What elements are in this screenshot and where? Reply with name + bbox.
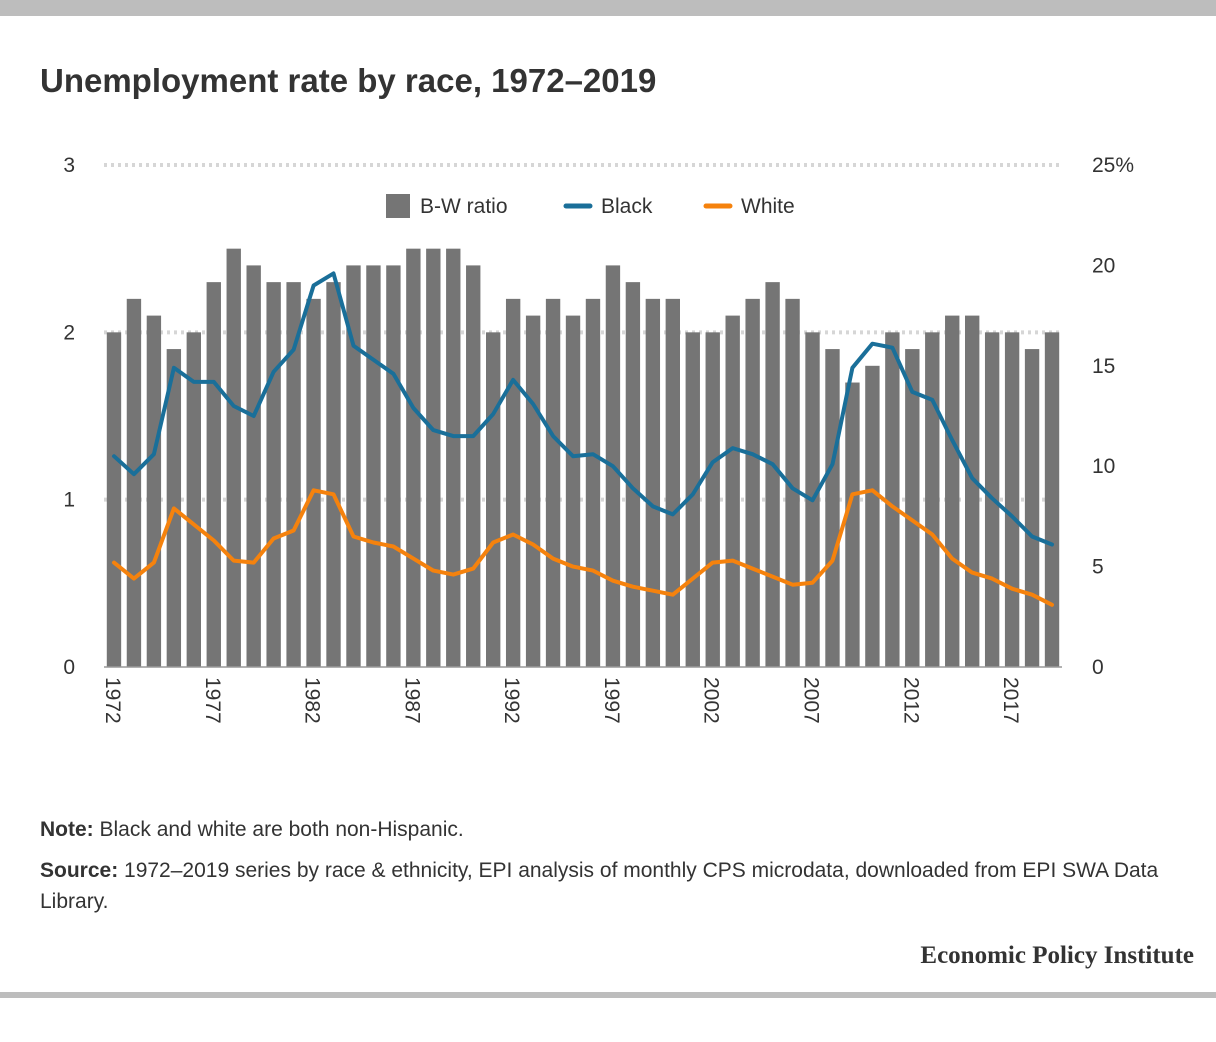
- series-line-black: [112, 271, 1054, 547]
- bar: [426, 248, 441, 667]
- bar: [226, 248, 241, 667]
- x-axis-tick-label: 2007: [800, 677, 823, 724]
- source-label: Source:: [40, 859, 119, 882]
- brand-logo: Economic Policy Institute: [920, 942, 1194, 969]
- bar: [505, 298, 521, 667]
- bar: [1044, 332, 1060, 667]
- bar: [965, 315, 980, 667]
- note-text: Black and white are both non-Hispanic.: [93, 818, 464, 841]
- left-axis-tick-label: 3: [63, 154, 75, 177]
- x-axis-tick-label: 2012: [899, 677, 922, 724]
- left-axis-tick-label: 1: [63, 489, 75, 512]
- bar: [1004, 332, 1020, 667]
- bar: [406, 248, 421, 667]
- bar: [845, 382, 860, 667]
- bar: [366, 265, 381, 667]
- bar: [825, 349, 840, 667]
- note-line: Note: Black and white are both non-Hispa…: [40, 814, 1170, 845]
- bar: [446, 248, 461, 667]
- source-text: 1972–2019 series by race & ethnicity, EP…: [40, 859, 1159, 913]
- gridlines: [104, 163, 1062, 502]
- bars: [106, 248, 1060, 667]
- bar: [545, 298, 561, 667]
- x-axis-tick-label: 1982: [301, 677, 324, 724]
- bar: [645, 298, 661, 667]
- bottom-rule: [0, 992, 1216, 998]
- note-label: Note:: [40, 818, 94, 841]
- x-axis-tick-label: 2017: [999, 677, 1022, 724]
- x-axis-tick-label: 1972: [101, 677, 124, 724]
- bar: [186, 332, 201, 667]
- legend-swatch-bar: [386, 194, 410, 218]
- bar: [126, 298, 142, 667]
- bar: [565, 315, 581, 667]
- bar: [725, 315, 740, 667]
- bar: [745, 298, 760, 667]
- bar: [885, 332, 900, 667]
- source-line: Source: 1972–2019 series by race & ethni…: [40, 855, 1170, 917]
- right-axis-tick-label: 25%: [1092, 154, 1134, 177]
- bar: [705, 332, 720, 667]
- bar: [865, 365, 880, 667]
- lines: [112, 271, 1054, 607]
- bar: [346, 265, 361, 667]
- right-axis-tick-label: 15: [1092, 355, 1115, 378]
- right-axis-tick-label: 5: [1092, 556, 1104, 579]
- legend-label: B-W ratio: [420, 195, 508, 218]
- bar: [386, 265, 401, 667]
- bar: [625, 282, 641, 667]
- legend-label: White: [741, 195, 795, 218]
- bar: [585, 298, 601, 667]
- bar: [765, 282, 780, 667]
- right-axis-tick-label: 0: [1092, 656, 1104, 679]
- chart-title: Unemployment rate by race, 1972–2019: [40, 62, 657, 99]
- bar: [106, 332, 122, 667]
- bar: [246, 265, 261, 667]
- bar: [1024, 349, 1040, 667]
- x-axis-tick-label: 1992: [500, 677, 523, 724]
- x-axis-tick-label: 2002: [700, 677, 723, 724]
- bar: [945, 315, 960, 667]
- bar: [266, 282, 281, 667]
- left-axis-tick-label: 0: [63, 656, 75, 679]
- bar: [146, 315, 162, 667]
- bar: [286, 282, 301, 667]
- bar: [665, 298, 680, 667]
- bar: [925, 332, 940, 667]
- bar: [905, 349, 920, 667]
- legend-label: Black: [601, 195, 653, 218]
- legend: B-W ratio Black White: [386, 194, 795, 218]
- left-axis-tick-label: 2: [63, 321, 75, 344]
- bar: [486, 332, 501, 667]
- bar: [326, 282, 341, 667]
- x-axis-tick-label: 1977: [201, 677, 224, 724]
- bar: [785, 298, 800, 667]
- bar: [466, 265, 481, 667]
- right-axis-tick-label: 10: [1092, 455, 1115, 478]
- right-axis-tick-label: 20: [1092, 254, 1115, 277]
- axes: 0 1 2 3 0 5 10 15 20 25% 1972 1977 1982 1987 1992 1997 2…: [63, 154, 1134, 724]
- series-line-white: [112, 488, 1054, 607]
- notes: Note: Black and white are both non-Hispa…: [40, 814, 1170, 927]
- bar: [306, 298, 321, 667]
- bar: [206, 282, 221, 667]
- bar: [525, 315, 541, 667]
- top-rule: [0, 0, 1216, 16]
- x-axis-tick-label: 1997: [600, 677, 623, 724]
- x-axis-tick-label: 1987: [400, 677, 423, 724]
- chart: 0 1 2 3 0 5 10 15 20 25% 1972 1977 1982 1987 1992 1997 2…: [63, 154, 1134, 724]
